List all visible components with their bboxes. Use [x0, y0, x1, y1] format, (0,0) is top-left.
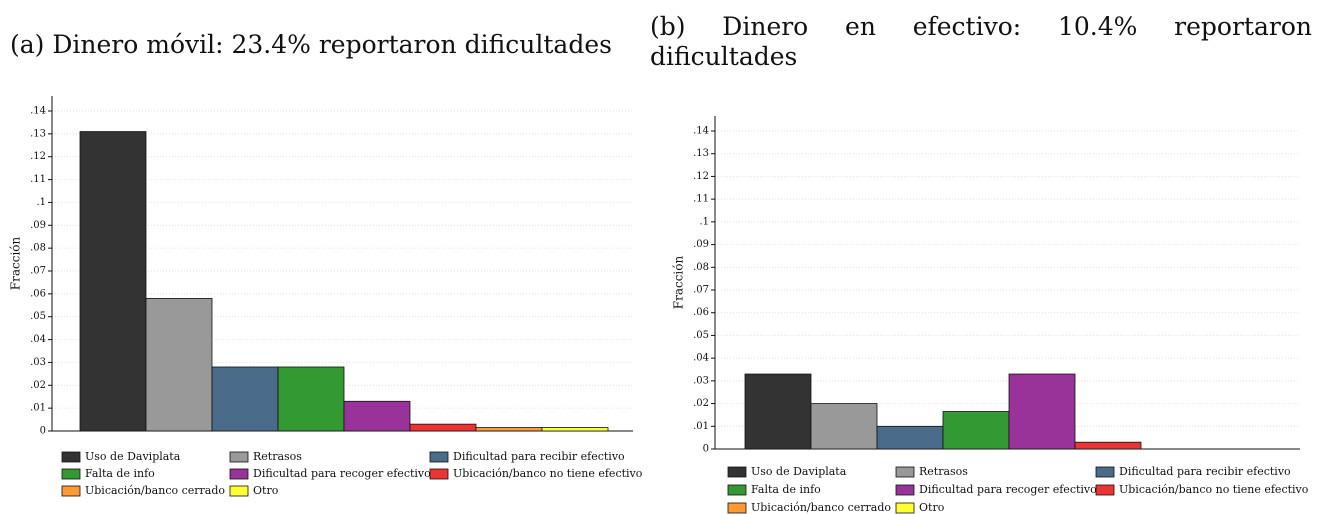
bar	[744, 373, 812, 450]
legend-swatch	[61, 468, 81, 480]
y-tick-label: .09	[693, 239, 709, 250]
y-tick-label: .01	[30, 403, 46, 414]
legend-swatch	[727, 502, 747, 514]
bar	[145, 298, 213, 432]
legend-label: Retrasos	[253, 450, 302, 463]
y-tick-label: .08	[30, 243, 46, 254]
legend-label: Ubicación/banco no tiene efectivo	[453, 467, 643, 480]
bar	[942, 411, 1010, 450]
y-tick-label: 0	[40, 426, 46, 437]
chart-title: (a) Dinero móvil: 23.4% reportaron dific…	[10, 30, 612, 59]
y-tick-label: .14	[30, 106, 46, 117]
y-axis-label: Fracción	[9, 237, 23, 291]
y-tick-label: .12	[30, 151, 46, 162]
legend-label: Dificultad para recoger efectivo	[253, 467, 431, 480]
legend-label: Uso de Daviplata	[751, 465, 847, 478]
legend-label: Otro	[919, 501, 945, 514]
y-tick-label: 0	[703, 444, 709, 455]
y-tick-label: .04	[693, 353, 709, 364]
legend-swatch	[429, 451, 449, 463]
legend-label: Falta de info	[751, 483, 821, 496]
legend-swatch	[727, 484, 747, 496]
y-tick-label: .07	[30, 266, 46, 277]
y-tick-label: .1	[699, 216, 709, 227]
y-axis-label: Fracción	[672, 256, 686, 310]
legend-swatch	[229, 485, 249, 497]
bar	[876, 425, 944, 450]
y-tick-label: .08	[693, 262, 709, 273]
legend-label: Ubicación/banco cerrado	[85, 484, 225, 497]
bar	[343, 400, 411, 432]
bar	[211, 366, 279, 432]
bar	[1074, 441, 1142, 450]
y-tick-label: .13	[30, 128, 46, 139]
legend-swatch	[1095, 466, 1115, 478]
bar	[810, 403, 878, 450]
legend-label: Dificultad para recibir efectivo	[453, 450, 625, 463]
legend-label: Ubicación/banco cerrado	[751, 501, 891, 514]
y-tick-label: .13	[693, 148, 709, 159]
legend-label: Falta de info	[85, 467, 155, 480]
legend-swatch	[895, 466, 915, 478]
y-tick-label: .11	[693, 194, 709, 205]
y-tick-label: .02	[30, 380, 46, 391]
legend-label: Ubicación/banco no tiene efectivo	[1119, 483, 1309, 496]
y-tick-label: .06	[693, 307, 709, 318]
y-tick-label: .07	[693, 285, 709, 296]
y-tick-label: .09	[30, 220, 46, 231]
legend-label: Otro	[253, 484, 279, 497]
y-tick-label: .06	[30, 288, 46, 299]
legend-swatch	[895, 484, 915, 496]
y-tick-label: .04	[30, 334, 46, 345]
y-tick-label: .1	[36, 197, 46, 208]
y-tick-label: .12	[693, 171, 709, 182]
legend-label: Uso de Daviplata	[85, 450, 181, 463]
legend-swatch	[229, 451, 249, 463]
legend-swatch	[895, 502, 915, 514]
legend-label: Retrasos	[919, 465, 968, 478]
bar	[79, 131, 147, 432]
y-tick-label: .02	[693, 398, 709, 409]
legend-label: Dificultad para recoger efectivo	[919, 483, 1097, 496]
bar	[1008, 373, 1076, 450]
bar	[409, 423, 477, 432]
legend-swatch	[1095, 484, 1115, 496]
y-tick-label: .01	[693, 421, 709, 432]
legend-swatch	[61, 451, 81, 463]
legend-label: Dificultad para recibir efectivo	[1119, 465, 1291, 478]
y-tick-label: .03	[30, 357, 46, 368]
y-tick-label: .14	[693, 126, 709, 137]
chart-title: (b) Dinero en efectivo: 10.4% reportaron…	[650, 12, 1312, 71]
legend-swatch	[61, 485, 81, 497]
y-tick-label: .05	[693, 330, 709, 341]
legend-swatch	[429, 468, 449, 480]
y-tick-label: .03	[693, 375, 709, 386]
bar	[475, 427, 543, 432]
bar	[541, 427, 609, 432]
bar	[277, 366, 345, 432]
legend-swatch	[727, 466, 747, 478]
legend-swatch	[229, 468, 249, 480]
y-tick-label: .11	[30, 174, 46, 185]
y-tick-label: .05	[30, 311, 46, 322]
